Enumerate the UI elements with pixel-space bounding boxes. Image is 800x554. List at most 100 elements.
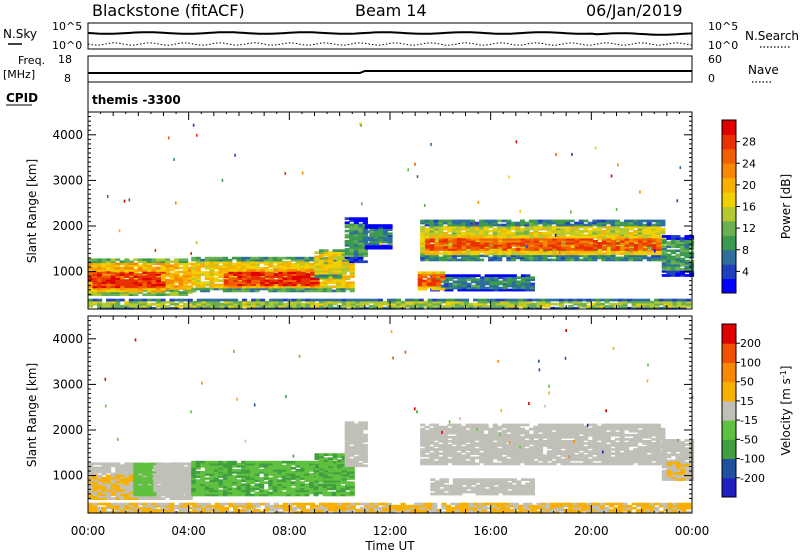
data-cell [438, 227, 444, 231]
data-cell [146, 462, 152, 466]
data-cell [510, 231, 516, 235]
data-cell [660, 229, 666, 233]
data-cell [169, 276, 175, 280]
data-cell [137, 469, 143, 472]
data-cell [255, 275, 261, 278]
data-cell [291, 271, 297, 274]
data-cell [353, 258, 359, 262]
data-cell [596, 229, 602, 233]
data-cell [124, 262, 130, 266]
data-cell [368, 298, 374, 302]
data-cell [624, 234, 630, 237]
data-cell [133, 471, 139, 474]
data-speck [615, 208, 618, 211]
data-cell [228, 269, 234, 272]
data-cell [106, 275, 112, 278]
data-speck [360, 123, 362, 127]
data-cell [133, 269, 139, 272]
data-cell [287, 271, 293, 274]
data-cell [171, 487, 177, 491]
data-cell [633, 256, 639, 260]
data-cell [341, 302, 347, 306]
data-cell [684, 235, 690, 238]
data-cell [515, 221, 521, 225]
data-cell [146, 481, 152, 484]
data-cell [169, 268, 175, 272]
data-cell [278, 304, 284, 308]
data-cell [110, 298, 116, 302]
data-cell [158, 466, 164, 470]
data-cell [286, 267, 292, 270]
data-cell [629, 248, 635, 251]
data-cell [160, 287, 166, 291]
data-cell [110, 489, 116, 492]
data-cell [241, 469, 247, 472]
data-cell [158, 491, 164, 495]
data-cell [611, 235, 617, 239]
data-cell [349, 225, 355, 229]
data-cell [101, 464, 107, 468]
data-cell [305, 304, 311, 308]
data-cell [92, 289, 98, 293]
freq-label: Freq. [18, 54, 45, 67]
data-cell [675, 263, 681, 267]
data-cell [645, 304, 651, 308]
data-cell [119, 289, 125, 293]
data-cell [465, 256, 471, 260]
data-cell [624, 225, 630, 229]
data-cell [218, 475, 224, 478]
data-cell [110, 262, 116, 266]
data-cell [176, 487, 182, 491]
data-cell [520, 244, 526, 247]
data-cell [513, 304, 519, 308]
data-cell [219, 306, 225, 310]
data-cell [606, 242, 612, 245]
data-cell [133, 300, 139, 304]
data-cell [510, 234, 516, 237]
data-cell [451, 254, 457, 258]
data-cell [588, 235, 594, 239]
data-cell [484, 250, 490, 253]
data-cell [260, 269, 266, 272]
data-cell [565, 254, 571, 258]
data-cell [196, 304, 202, 308]
data-cell [647, 239, 653, 243]
data-cell [522, 306, 528, 310]
data-cell [251, 277, 257, 280]
data-cell [151, 260, 157, 264]
data-cell [101, 491, 107, 494]
data-cell [471, 284, 477, 288]
data-cell [518, 302, 524, 306]
data-cell [305, 298, 311, 302]
data-cell [151, 293, 157, 296]
data-cell [296, 304, 302, 308]
data-cell [525, 276, 531, 280]
data-cell [502, 276, 508, 280]
data-cell [373, 306, 379, 310]
data-cell [146, 466, 152, 470]
data-cell [142, 477, 148, 480]
data-cell [493, 274, 499, 277]
data-cell [658, 300, 664, 304]
data-cell [349, 265, 355, 268]
data-cell [520, 278, 526, 282]
data-cell [497, 252, 503, 255]
data-cell [488, 234, 494, 237]
data-cell [424, 234, 430, 237]
data-speck [554, 233, 557, 237]
data-cell [174, 302, 180, 306]
data-speck [508, 175, 510, 179]
data-cell [483, 225, 489, 229]
data-cell [574, 244, 580, 247]
data-cell [596, 223, 602, 227]
data-cell [470, 248, 476, 251]
data-cell [146, 269, 152, 272]
data-cell [146, 262, 152, 266]
data-cell [646, 231, 652, 235]
data-cell [547, 223, 553, 227]
data-cell [542, 223, 548, 227]
data-cell [236, 485, 242, 489]
data-cell [596, 221, 602, 225]
data-cell [191, 265, 197, 268]
data-cell [513, 306, 519, 310]
